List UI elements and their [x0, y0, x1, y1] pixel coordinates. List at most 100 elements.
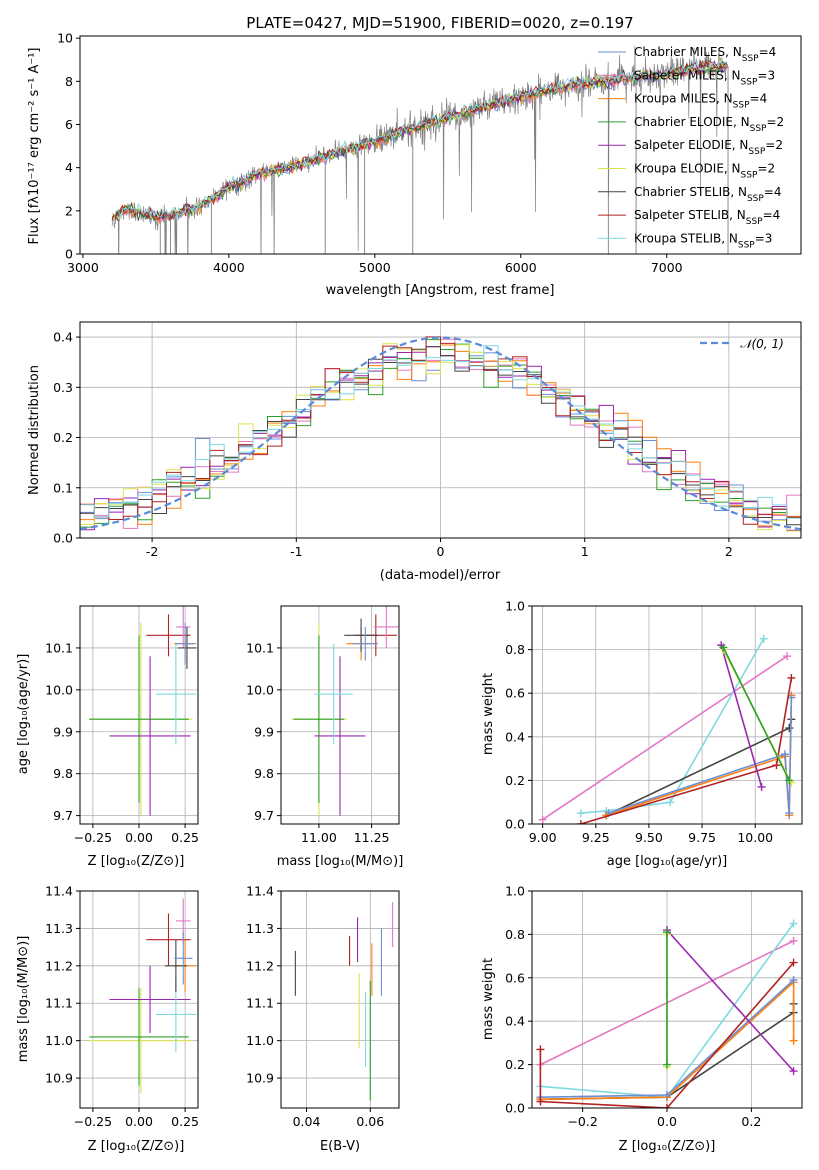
histogram-plot-area: -2 -1 0 1 2 0.0 0.1 0.2 0.3 0.4 𝒩(0, 1) [53, 321, 802, 559]
age-vs-mass-panel: mass [log₁₀(M/M⊙)] 11.00 11.25 9.7 9.8 9.9 10… [246, 605, 404, 869]
y-tick-label: 0.6 [505, 686, 525, 701]
weight-marker [789, 1036, 798, 1045]
legend-label: Kroupa STELIB, NSSP=3 [634, 231, 772, 250]
y-tick-label: 2 [65, 203, 73, 218]
y-tick-label: 0 [65, 247, 73, 262]
age-mass-plot-area: 11.00 11.25 9.7 9.8 9.9 10.0 10.1 [246, 605, 400, 845]
weight-line [722, 647, 790, 781]
model-spectrum-line [111, 59, 728, 221]
mass-Z-xlabel: Z [log₁₀(Z/Z⊙)] [88, 1139, 185, 1154]
weight-marker [785, 776, 794, 785]
age-vs-Z-panel: Z [log₁₀(Z/Z⊙)] age [log₁₀(age/yr)] −0.2… [16, 605, 199, 869]
weight-marker [785, 724, 794, 733]
plot-content [538, 634, 796, 824]
age-Z-xlabel: Z [log₁₀(Z/Z⊙)] [88, 854, 185, 869]
weight-marker [538, 815, 547, 824]
x-tick-label: 2 [725, 544, 733, 559]
age-Z-ylabel: age [log₁₀(age/yr)] [16, 654, 31, 775]
y-tick-label: 0.8 [505, 642, 525, 657]
observed-spectrum-line [111, 45, 729, 254]
x-tick-label: 9.00 [529, 830, 557, 845]
y-tick-label: 8 [65, 74, 73, 89]
spectrum-ylabel: Flux [fλ10⁻¹⁷ erg cm⁻² s⁻¹ A⁻¹] [27, 48, 42, 245]
y-tick-label: 0.0 [505, 817, 525, 832]
model-spectrum-line [111, 59, 728, 221]
mass-Z-plot-area: −0.25 0.00 0.25 10.9 11.0 11.1 11.2 11.3 11.4 [45, 884, 199, 1130]
x-tick-label: 0 [437, 544, 445, 559]
mass-vs-EBV-panel: E(B-V) 0.04 0.06 10.9 11.0 11.1 11.2 11.3 11.4 [246, 884, 400, 1154]
age-mass-xlabel: mass [log₁₀(M/M⊙)] [277, 854, 404, 869]
axes-frame [531, 890, 803, 1109]
y-tick-label: 0.2 [505, 773, 525, 788]
y-tick-label: 9.9 [53, 724, 73, 739]
y-tick-label: 9.9 [254, 724, 274, 739]
y-tick-label: 1.0 [505, 599, 525, 614]
weight-line [608, 697, 793, 814]
weight-marker [759, 634, 768, 643]
weight-marker [663, 928, 671, 937]
x-tick-label: 0.25 [171, 830, 199, 845]
y-tick-label: 11.2 [45, 958, 73, 973]
weight-marker [785, 809, 794, 818]
y-tick-label: 11.4 [246, 884, 274, 899]
weight-marker [789, 958, 798, 967]
weight-marker [536, 1045, 545, 1054]
weight-marker [663, 1060, 671, 1069]
plot-content [291, 606, 399, 816]
plot-content [89, 606, 197, 816]
y-tick-label: 10.0 [246, 682, 274, 697]
weight-vs-age-panel: age [log₁₀(age/yr)] mass weight 9.00 9.25… [481, 599, 803, 869]
weight-Z-ylabel: mass weight [481, 958, 496, 1040]
mass-EBV-xlabel: E(B-V) [320, 1139, 360, 1154]
x-tick-label: 0.04 [293, 1114, 321, 1129]
plot-content [80, 336, 801, 538]
x-tick-label: 9.50 [635, 830, 663, 845]
histogram-ylabel: Normed distribution [27, 365, 42, 495]
model-spectrum-line [111, 60, 728, 223]
legend-label: Chabrier ELODIE, NSSP=2 [634, 115, 784, 134]
weight-age-plot-area: 9.00 9.25 9.50 9.75 10.00 0.0 0.2 0.4 0.6 0.8 1.0 [505, 599, 803, 845]
x-tick-label: -1 [290, 544, 302, 559]
weight-marker [780, 750, 789, 759]
weight-line [606, 719, 793, 817]
y-tick-label: 0.1 [53, 480, 73, 495]
legend-label: Salpeter STELIB, NSSP=4 [634, 208, 780, 227]
mass-EBV-plot-area: 0.04 0.06 10.9 11.0 11.1 11.2 11.3 11.4 [246, 884, 400, 1129]
y-tick-label: 10.9 [45, 1071, 73, 1086]
histogram-xlabel: (data-model)/error [380, 568, 501, 583]
y-tick-label: 0.2 [505, 1057, 525, 1072]
spectrum-xlabel: wavelength [Angstrom, rest frame] [326, 283, 555, 298]
weight-marker [789, 919, 798, 928]
weight-marker [789, 1067, 798, 1076]
y-tick-label: 0.3 [53, 380, 73, 395]
x-tick-label: 0.00 [125, 830, 153, 845]
weight-marker [719, 643, 728, 652]
y-tick-label: 10 [57, 31, 73, 46]
y-tick-label: 0.0 [505, 1101, 525, 1116]
normal-reference-curve [80, 336, 801, 531]
axes-frame [531, 605, 803, 825]
axes-frame [79, 321, 802, 539]
axes-frame [280, 890, 400, 1109]
x-tick-label: 0.00 [125, 1114, 153, 1129]
x-tick-label: 0.2 [741, 1114, 761, 1129]
x-tick-label: 0.25 [171, 1114, 199, 1129]
weight-line [580, 638, 765, 814]
y-tick-label: 0.2 [53, 430, 73, 445]
y-tick-label: 10.1 [246, 640, 274, 655]
y-tick-label: 0.8 [505, 927, 525, 942]
x-tick-label: −0.25 [74, 830, 112, 845]
plot-content [89, 898, 197, 1094]
plot-content [294, 902, 394, 1101]
legend-label: Salpeter ELODIE, NSSP=2 [634, 138, 783, 157]
residual-histogram-panel: (data-model)/error Normed distribution -… [27, 321, 802, 583]
y-tick-label: 9.8 [254, 766, 274, 781]
x-tick-label: 3000 [67, 260, 99, 275]
y-tick-label: 9.7 [254, 808, 274, 823]
x-tick-label: 9.25 [582, 830, 610, 845]
weight-marker [576, 809, 585, 818]
x-tick-label: 7000 [651, 260, 683, 275]
mass-Z-ylabel: mass [log₁₀(M/M⊙)] [16, 936, 31, 1063]
y-tick-label: 10.0 [45, 682, 73, 697]
weight-Z-xlabel: Z [log₁₀(Z/Z⊙)] [619, 1139, 716, 1154]
